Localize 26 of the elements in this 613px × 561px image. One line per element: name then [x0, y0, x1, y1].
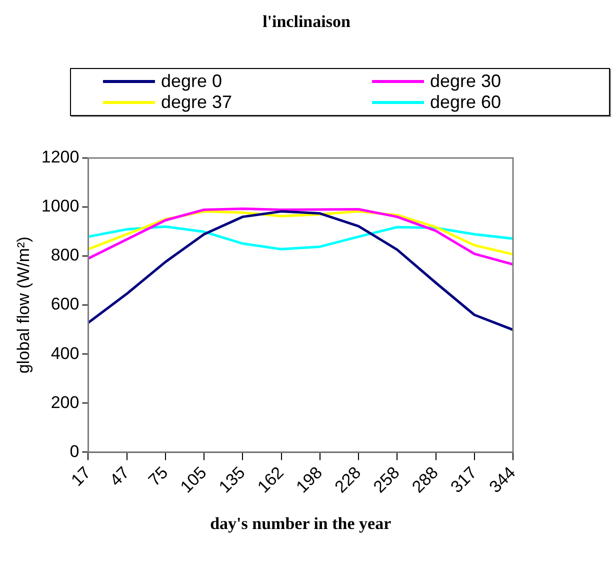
y-tick-label: 400: [50, 344, 80, 363]
legend-label: degre 30: [430, 71, 502, 92]
x-tick-label: 228: [331, 463, 365, 497]
x-tick-label: 258: [370, 463, 404, 497]
x-tick-label: 317: [447, 463, 481, 497]
x-tick-label: 47: [106, 463, 133, 490]
y-tick-label: 0: [70, 442, 80, 461]
legend-label: degre 60: [430, 92, 502, 113]
chart-title: l'inclinaison: [262, 12, 352, 32]
y-tick-label: 600: [50, 294, 80, 314]
x-tick-label: 162: [254, 463, 288, 497]
y-tick-label: 1200: [41, 148, 80, 167]
legend-label: degre 37: [161, 92, 232, 113]
x-tick-label: 198: [292, 463, 326, 497]
x-tick-label: 344: [486, 463, 520, 497]
y-tick-label: 1000: [41, 196, 80, 216]
y-tick-label: 200: [50, 392, 80, 412]
x-axis-title: day's number in the year: [210, 514, 392, 534]
y-tick-label: 800: [50, 246, 80, 265]
x-tick-label: 288: [408, 463, 442, 497]
x-tick-label: 17: [68, 463, 94, 490]
x-tick-label: 135: [215, 463, 249, 497]
x-tick-label: 75: [144, 463, 172, 490]
y-axis-title: global flow (W/m²): [14, 236, 33, 374]
x-tick-label: 105: [176, 463, 210, 497]
legend-label: degre 0: [161, 71, 222, 92]
